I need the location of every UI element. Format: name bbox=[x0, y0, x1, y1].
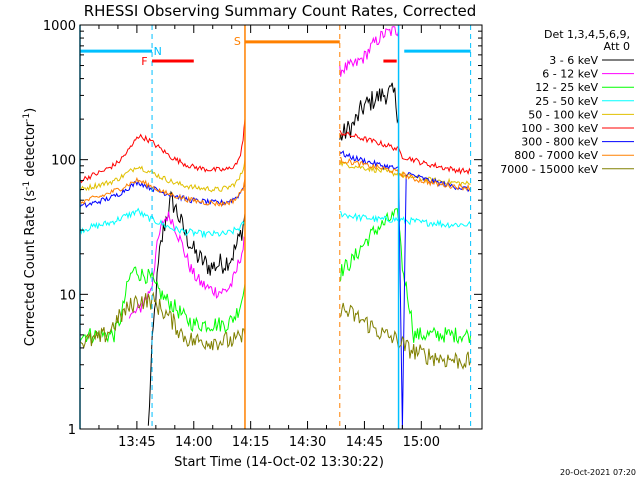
legend-label-4: 50 - 100 keV bbox=[528, 108, 598, 121]
y-axis-label-main: Corrected Count Rate (s bbox=[23, 190, 38, 347]
series-line-1-part-2 bbox=[339, 26, 400, 77]
flag-label-f: F bbox=[141, 55, 147, 68]
legend-label-7: 800 - 7000 keV bbox=[514, 149, 598, 162]
chart-title: RHESSI Observing Summary Count Rates, Co… bbox=[84, 2, 477, 20]
series-line-3-part-1 bbox=[79, 207, 246, 239]
y-axis-label-sup1: -1 bbox=[22, 181, 32, 190]
legend-header-line1: Det 1,3,4,5,6,9, bbox=[544, 28, 630, 41]
series-line-4-part-1 bbox=[79, 159, 246, 193]
legend-label-8: 7000 - 15000 keV bbox=[500, 163, 598, 176]
y-axis-label-mid: detector bbox=[23, 121, 38, 181]
y-axis-label-sup2: -1 bbox=[22, 113, 32, 122]
series-line-8-part-2 bbox=[339, 302, 472, 370]
y-axis-label: Corrected Count Rate (s-1 detector-1) bbox=[22, 108, 38, 346]
legend-label-3: 25 - 50 keV bbox=[535, 95, 598, 108]
legend-label-5: 100 - 300 keV bbox=[521, 122, 598, 135]
series-line-7-part-1 bbox=[79, 176, 246, 208]
plot-area: NF S bbox=[79, 25, 472, 430]
x-tick-label-0: 13:45 bbox=[118, 435, 155, 450]
y-tick-label-0: 1 bbox=[68, 423, 76, 438]
legend-label-1: 6 - 12 keV bbox=[542, 68, 598, 81]
series-line-2-part-1 bbox=[79, 266, 246, 344]
series-line-3-part-2 bbox=[339, 210, 472, 229]
series-line-0-part-2 bbox=[339, 82, 400, 141]
plot-frame bbox=[79, 24, 483, 430]
y-tick-label-3: 1000 bbox=[43, 19, 76, 34]
y-tick-label-1: 10 bbox=[59, 288, 76, 303]
y-tick-label-2: 100 bbox=[51, 154, 76, 169]
series-line-5-part-1 bbox=[79, 119, 246, 184]
x-tick-label-5: 15:00 bbox=[403, 435, 440, 450]
series-line-7-part-2 bbox=[339, 156, 472, 192]
x-tick-label-2: 14:15 bbox=[232, 435, 269, 450]
footer-date: 20-Oct-2021 07:20 bbox=[560, 468, 636, 477]
x-tick-label-4: 14:45 bbox=[346, 435, 383, 450]
series-line-5-part-2 bbox=[339, 129, 472, 175]
legend-header-line2: Att 0 bbox=[604, 40, 630, 53]
x-tick-label-3: 14:30 bbox=[289, 435, 326, 450]
series-line-6-part-1 bbox=[79, 179, 246, 209]
y-axis-label-end: ) bbox=[23, 108, 38, 113]
legend-label-6: 300 - 800 keV bbox=[521, 136, 598, 149]
series-line-1-part-1 bbox=[128, 211, 246, 319]
legend-label-0: 3 - 6 keV bbox=[549, 54, 598, 67]
series-line-0-part-1 bbox=[147, 190, 246, 426]
axis-ticks: 13:45 14:00 14:15 14:30 14:45 15:00 1 10 100 1000 bbox=[43, 19, 482, 450]
legend-label-2: 12 - 25 keV bbox=[535, 81, 598, 94]
x-axis-label: Start Time (14-Oct-02 13:30:22) bbox=[174, 455, 384, 470]
flag-label-n: N bbox=[154, 45, 162, 58]
series-line-6-part-2 bbox=[339, 150, 471, 430]
series-line-8-part-1 bbox=[79, 291, 246, 351]
flag-label-s: S bbox=[234, 35, 241, 48]
x-tick-label-1: 14:00 bbox=[175, 435, 212, 450]
